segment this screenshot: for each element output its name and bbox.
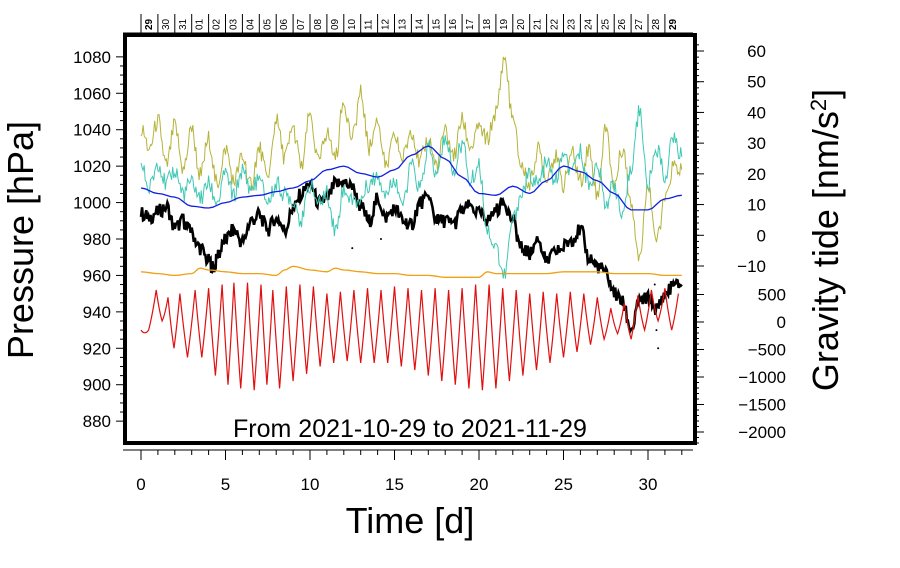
pressure-outlier-point	[655, 329, 658, 332]
right-upper-tick-label: 50	[747, 73, 766, 92]
right-lower-tick-label: −2000	[738, 423, 786, 442]
right-axis-title-base: Gravity tide [nm/s	[805, 111, 846, 391]
right-lower-tick-label: 500	[758, 286, 786, 305]
bottom-tick-label: 30	[639, 475, 658, 494]
left-tick-label: 1020	[73, 157, 111, 176]
date-label: 30	[161, 18, 172, 30]
bottom-tick-label: 0	[136, 475, 145, 494]
date-label: 11	[364, 19, 375, 30]
left-ticks: 880 900 920 940 960 980 1000 1020 1040 1060 1080	[73, 48, 125, 431]
date-label: 21	[533, 18, 544, 30]
series-line-pressure	[139, 174, 683, 336]
left-tick-label: 900	[83, 376, 111, 395]
right-upper-tick-label: −10	[737, 257, 766, 276]
date-label: 31	[178, 18, 189, 30]
right-lower-tick-label: −1000	[738, 368, 786, 387]
date-label: 01	[195, 18, 206, 30]
pressure-outlier-point	[657, 347, 660, 350]
bottom-ticks: 0 5 10 15 20 25 30	[136, 450, 683, 494]
pressure-outlier-point	[653, 283, 656, 286]
left-tick-label: 1000	[73, 194, 111, 213]
right-upper-tick-label: 30	[747, 134, 766, 153]
date-label: 03	[229, 18, 240, 30]
right-upper-tick-label: 60	[747, 42, 766, 61]
top-date-ruler: 29 30 31 01 02 03 04 05 06 07 08 09 10 11 12 13 14 15 16 17…	[123, 14, 693, 34]
left-tick-label: 1060	[73, 84, 111, 103]
pressure-outlier-point	[379, 238, 382, 240]
series-line-gravity-yellow	[140, 56, 683, 262]
right-upper-tick-label: 40	[747, 103, 766, 122]
date-label: 22	[550, 18, 561, 30]
bottom-tick-label: 25	[554, 475, 573, 494]
date-label: 23	[567, 18, 578, 30]
right-lower-tick-label: 0	[777, 313, 786, 332]
date-label: 28	[651, 18, 662, 30]
date-label: 27	[634, 18, 645, 30]
date-label: 16	[448, 18, 459, 30]
date-label: 14	[414, 18, 425, 30]
date-label: 05	[262, 18, 273, 30]
date-label: 02	[212, 18, 223, 30]
date-label: 09	[330, 18, 341, 30]
bottom-tick-label: 15	[385, 475, 404, 494]
right-axis-title-sup: 2	[806, 99, 831, 111]
date-label: 29	[144, 18, 155, 30]
right-upper-tick-label: 10	[747, 196, 766, 215]
date-label: 08	[313, 18, 324, 30]
bottom-tick-label: 10	[301, 475, 320, 494]
right-ticks-lower: −2000 −1500 −1000 −500 0 500	[695, 283, 786, 444]
date-label: 24	[583, 18, 594, 30]
right-lower-tick-label: −500	[748, 341, 786, 360]
date-label: 20	[516, 18, 527, 30]
date-label: 06	[279, 18, 290, 30]
date-label: 26	[617, 18, 628, 30]
plot-frame	[123, 33, 697, 445]
series-layer	[139, 56, 683, 391]
date-label: 07	[296, 18, 307, 30]
left-tick-label: 880	[83, 412, 111, 431]
series-line-gravity-blue	[140, 145, 682, 211]
left-tick-label: 1080	[73, 48, 111, 67]
left-tick-label: 920	[83, 339, 111, 358]
left-tick-label: 980	[83, 230, 111, 249]
right-axis-title-end: ]	[805, 89, 846, 99]
series-line-gravity-cyan	[140, 105, 683, 279]
left-tick-label: 1040	[73, 121, 111, 140]
right-upper-tick-label: 0	[757, 226, 766, 245]
bottom-axis: 0 5 10 15 20 25 30 Time [d]	[123, 449, 693, 541]
right-ticks-upper: −10 0 10 20 30 40 50 60	[695, 42, 766, 276]
bottom-tick-label: 20	[470, 475, 489, 494]
date-label: 17	[465, 18, 476, 30]
x-axis-title: Time [d]	[346, 500, 475, 541]
date-labels: 29 30 31 01 02 03 04 05 06 07 08 09 10 11 12 13 14 15 16 17…	[140, 14, 679, 33]
date-label: 15	[431, 18, 442, 30]
date-label: 04	[245, 18, 256, 30]
left-tick-label: 960	[83, 266, 111, 285]
right-upper-tick-label: 20	[747, 165, 766, 184]
bottom-tick-label: 5	[221, 475, 230, 494]
left-tick-label: 940	[83, 303, 111, 322]
left-axis-title: Pressure [hPa]	[0, 121, 41, 359]
date-label: 12	[381, 18, 392, 30]
date-label: 19	[499, 18, 510, 30]
pressure-outlier-point	[351, 247, 354, 250]
left-axis: 880 900 920 940 960 980 1000 1020 1040 1060 1080 P…	[0, 48, 125, 431]
date-label: 25	[600, 18, 611, 30]
right-axis: −10 0 10 20 30 40 50 60 −2000 −1500 −1000 −500 0 500…	[695, 42, 846, 444]
date-label: 18	[482, 18, 493, 30]
series-line-gravity-orange	[140, 265, 682, 278]
series-line-tide-red	[140, 282, 679, 391]
date-label: 10	[347, 18, 358, 30]
right-axis-title: Gravity tide [nm/s2]	[805, 89, 846, 391]
plot-area	[139, 56, 683, 391]
right-lower-tick-label: −1500	[738, 396, 786, 415]
date-label: 29	[668, 18, 679, 30]
date-label: 13	[398, 18, 409, 30]
date-range-annotation: From 2021-10-29 to 2021-11-29	[233, 415, 587, 443]
